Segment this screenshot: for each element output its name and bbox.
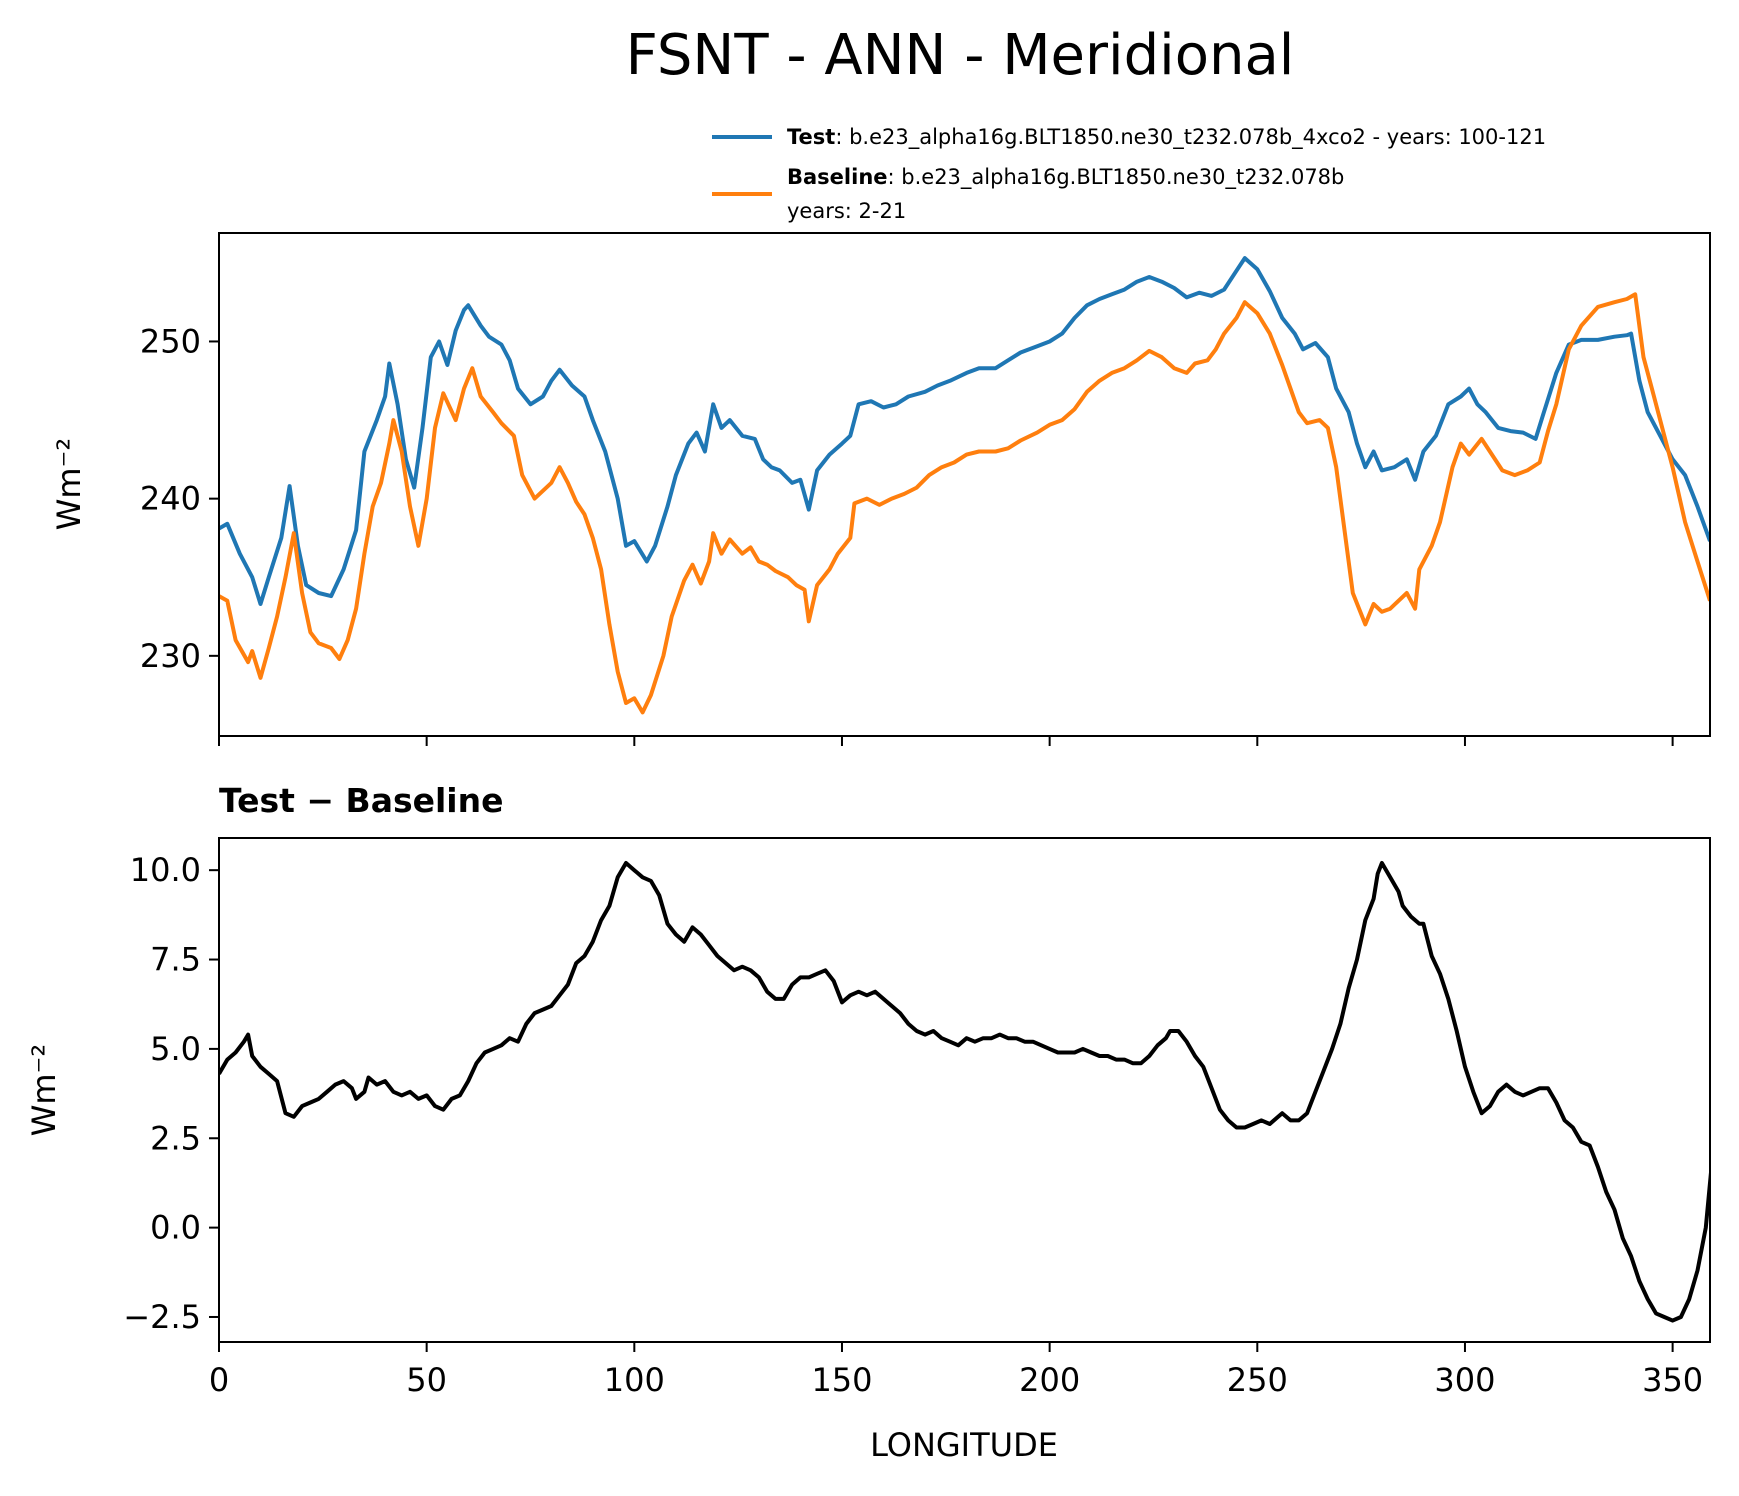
top-ytick-label: 250 xyxy=(140,322,201,360)
bottom-xtick-label: 300 xyxy=(1434,1361,1495,1399)
difference-line xyxy=(219,861,1710,1323)
bottom-ytick-label: −2.5 xyxy=(123,1298,201,1336)
bottom-xtick-label: 200 xyxy=(1019,1361,1080,1399)
baseline-line xyxy=(219,292,1710,715)
legend: Test: b.e23_alpha16g.BLT1850.ne30_t232.0… xyxy=(712,125,1546,223)
bottom-xtick-label: 350 xyxy=(1642,1361,1703,1399)
legend-test-desc: : b.e23_alpha16g.BLT1850.ne30_t232.078b_… xyxy=(835,125,1546,150)
legend-baseline-desc: : b.e23_alpha16g.BLT1850.ne30_t232.078b xyxy=(888,165,1345,190)
legend-test-label: Test xyxy=(787,125,835,149)
top-panel-ylabel: Wm⁻² xyxy=(50,438,88,531)
chart-title: FSNT - ANN - Meridional xyxy=(626,23,1295,88)
bottom-xtick-label: 250 xyxy=(1227,1361,1288,1399)
top-ytick-label: 240 xyxy=(140,480,201,518)
difference-panel-frame xyxy=(218,837,1711,1343)
bottom-ytick-label: 5.0 xyxy=(150,1030,201,1068)
bottom-xtick-label: 150 xyxy=(811,1361,872,1399)
bottom-ytick-label: 10.0 xyxy=(130,851,201,889)
difference-panel-ylabel: Wm⁻² xyxy=(25,1044,63,1137)
difference-panel-ticks: 0 50 100 150 200 250 300 350 −2.5 0.0 2.5 5.0 7.5 10.… xyxy=(123,851,1703,1399)
top-panel-series xyxy=(219,256,1710,715)
top-ytick-label: 230 xyxy=(140,637,201,675)
difference-panel: Test − Baseline 0 50 100 150 200 250 300 350 −2.… xyxy=(25,781,1711,1464)
bottom-ytick-label: 7.5 xyxy=(150,941,201,979)
top-panel: 230 240 250 Wm⁻² xyxy=(50,232,1711,746)
legend-entry-baseline: Baseline: b.e23_alpha16g.BLT1850.ne30_t2… xyxy=(787,165,1344,190)
bottom-xtick-label: 100 xyxy=(604,1361,665,1399)
legend-baseline-label: Baseline xyxy=(787,165,888,189)
x-axis-label: LONGITUDE xyxy=(870,1426,1058,1464)
difference-panel-title: Test − Baseline xyxy=(219,781,504,820)
legend-entry-test: Test: b.e23_alpha16g.BLT1850.ne30_t232.0… xyxy=(787,125,1546,150)
legend-baseline-years: years: 2-21 xyxy=(787,199,906,223)
difference-panel-series xyxy=(219,861,1710,1323)
bottom-ytick-label: 2.5 xyxy=(150,1119,201,1157)
top-panel-frame xyxy=(218,232,1711,737)
bottom-ytick-label: 0.0 xyxy=(150,1209,201,1247)
test-line xyxy=(219,256,1710,606)
bottom-xtick-label: 0 xyxy=(209,1361,229,1399)
top-panel-ticks: 230 240 250 xyxy=(140,322,1674,746)
bottom-xtick-label: 50 xyxy=(406,1361,447,1399)
